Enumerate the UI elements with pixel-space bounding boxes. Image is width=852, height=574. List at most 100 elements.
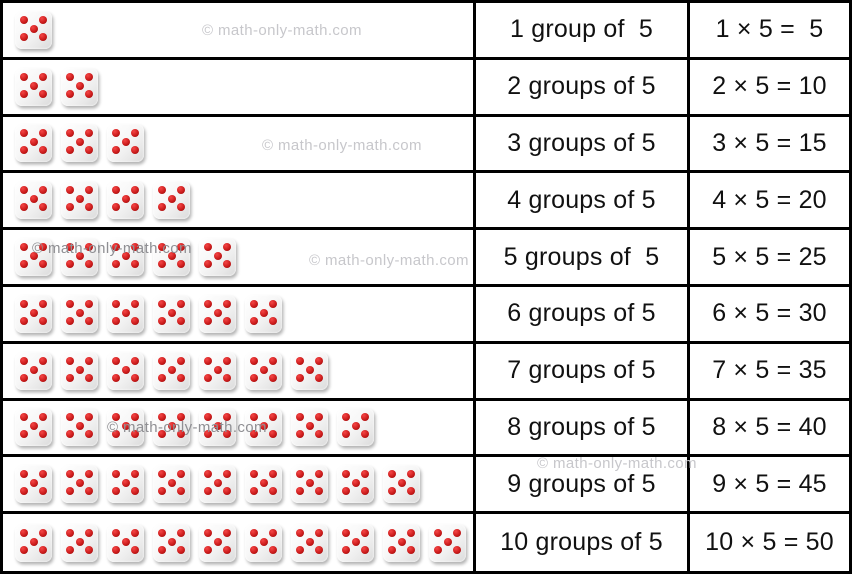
- die-pip: [85, 470, 93, 479]
- die-pip: [66, 260, 74, 269]
- die-pip: [112, 260, 120, 269]
- die-pip: [315, 487, 323, 496]
- groups-label: 6 groups of 5: [507, 299, 656, 328]
- die-pip: [112, 413, 120, 422]
- five-pip-die-icon: [107, 124, 144, 163]
- die-pip: [39, 487, 47, 496]
- five-pip-die-icon: [15, 67, 52, 106]
- die-pip: [112, 299, 120, 308]
- die-pip: [204, 316, 212, 325]
- five-pip-die-icon: [245, 465, 282, 504]
- die-pip: [213, 252, 222, 261]
- five-pip-die-icon: [61, 465, 98, 504]
- die-pip: [397, 537, 406, 546]
- five-pip-die-icon: [199, 465, 236, 504]
- equation-cell: 8 × 5 = 40: [687, 400, 849, 458]
- die-pip: [112, 545, 120, 554]
- five-pip-die-icon: [61, 408, 98, 447]
- die-pip: [158, 299, 166, 308]
- dice-group-row-8: [3, 401, 473, 458]
- groups-label-cell: 5 groups of 5: [473, 230, 687, 287]
- die-pip: [361, 528, 369, 537]
- die-pip: [85, 129, 93, 138]
- five-pip-die-icon: [107, 523, 144, 562]
- die-pip: [407, 528, 415, 537]
- die-pip: [250, 487, 258, 496]
- five-pip-die-icon: [153, 238, 190, 277]
- die-pip: [204, 430, 212, 439]
- die-pip: [223, 487, 231, 496]
- die-pip: [112, 243, 120, 252]
- die-pip: [158, 260, 166, 269]
- die-pip: [342, 545, 350, 554]
- die-pip: [39, 545, 47, 554]
- dice-group-row-3: [3, 117, 473, 174]
- die-pip: [315, 528, 323, 537]
- groups-label: 8 groups of 5: [507, 412, 656, 441]
- die-pip: [121, 308, 130, 317]
- die-pip: [85, 260, 93, 269]
- die-pip: [158, 528, 166, 537]
- groups-label: 10 groups of 5: [500, 528, 663, 557]
- die-pip: [269, 470, 277, 479]
- die-pip: [342, 487, 350, 496]
- die-pip: [177, 545, 185, 554]
- die-pip: [85, 356, 93, 365]
- dice-group-row-2: [3, 60, 473, 117]
- groups-label: 5 groups of 5: [503, 242, 660, 271]
- groups-label-cell: 8 groups of 5: [473, 400, 687, 458]
- die-pip: [85, 413, 93, 422]
- die-pip: [204, 528, 212, 537]
- die-pip: [158, 413, 166, 422]
- die-pip: [204, 260, 212, 269]
- die-pip: [20, 430, 28, 439]
- die-pip: [269, 316, 277, 325]
- die-pip: [269, 356, 277, 365]
- die-pip: [305, 537, 314, 546]
- die-pip: [75, 479, 84, 488]
- die-pip: [177, 356, 185, 365]
- die-pip: [167, 479, 176, 488]
- die-pip: [250, 413, 258, 422]
- die-pip: [112, 186, 120, 195]
- groups-label-cell: 6 groups of 5: [473, 286, 687, 344]
- die-pip: [20, 129, 28, 138]
- die-pip: [121, 537, 130, 546]
- die-pip: [39, 413, 47, 422]
- die-pip: [305, 422, 314, 431]
- five-pip-die-icon: [107, 351, 144, 390]
- die-pip: [177, 186, 185, 195]
- die-pip: [39, 72, 47, 81]
- die-pip: [388, 528, 396, 537]
- die-pip: [66, 186, 74, 195]
- die-pip: [407, 470, 415, 479]
- die-pip: [20, 15, 28, 24]
- equation: 9 × 5 = 45: [712, 469, 827, 498]
- die-pip: [20, 203, 28, 212]
- die-pip: [223, 470, 231, 479]
- die-pip: [443, 537, 452, 546]
- die-pip: [223, 316, 231, 325]
- die-pip: [85, 316, 93, 325]
- die-pip: [204, 470, 212, 479]
- die-pip: [66, 243, 74, 252]
- die-pip: [112, 129, 120, 138]
- die-pip: [66, 89, 74, 98]
- five-pip-die-icon: [245, 294, 282, 333]
- die-pip: [223, 413, 231, 422]
- five-pip-die-icon: [291, 408, 328, 447]
- die-pip: [131, 356, 139, 365]
- die-pip: [66, 373, 74, 382]
- die-pip: [85, 243, 93, 252]
- groups-label: 3 groups of 5: [507, 128, 656, 157]
- die-pip: [66, 545, 74, 554]
- die-pip: [20, 356, 28, 365]
- groups-label: 2 groups of 5: [507, 72, 656, 101]
- dice-group-row-10: [3, 514, 473, 571]
- die-pip: [85, 545, 93, 554]
- die-pip: [204, 545, 212, 554]
- five-pip-die-icon: [61, 67, 98, 106]
- die-pip: [39, 32, 47, 41]
- die-pip: [29, 422, 38, 431]
- equation: 8 × 5 = 40: [712, 412, 827, 441]
